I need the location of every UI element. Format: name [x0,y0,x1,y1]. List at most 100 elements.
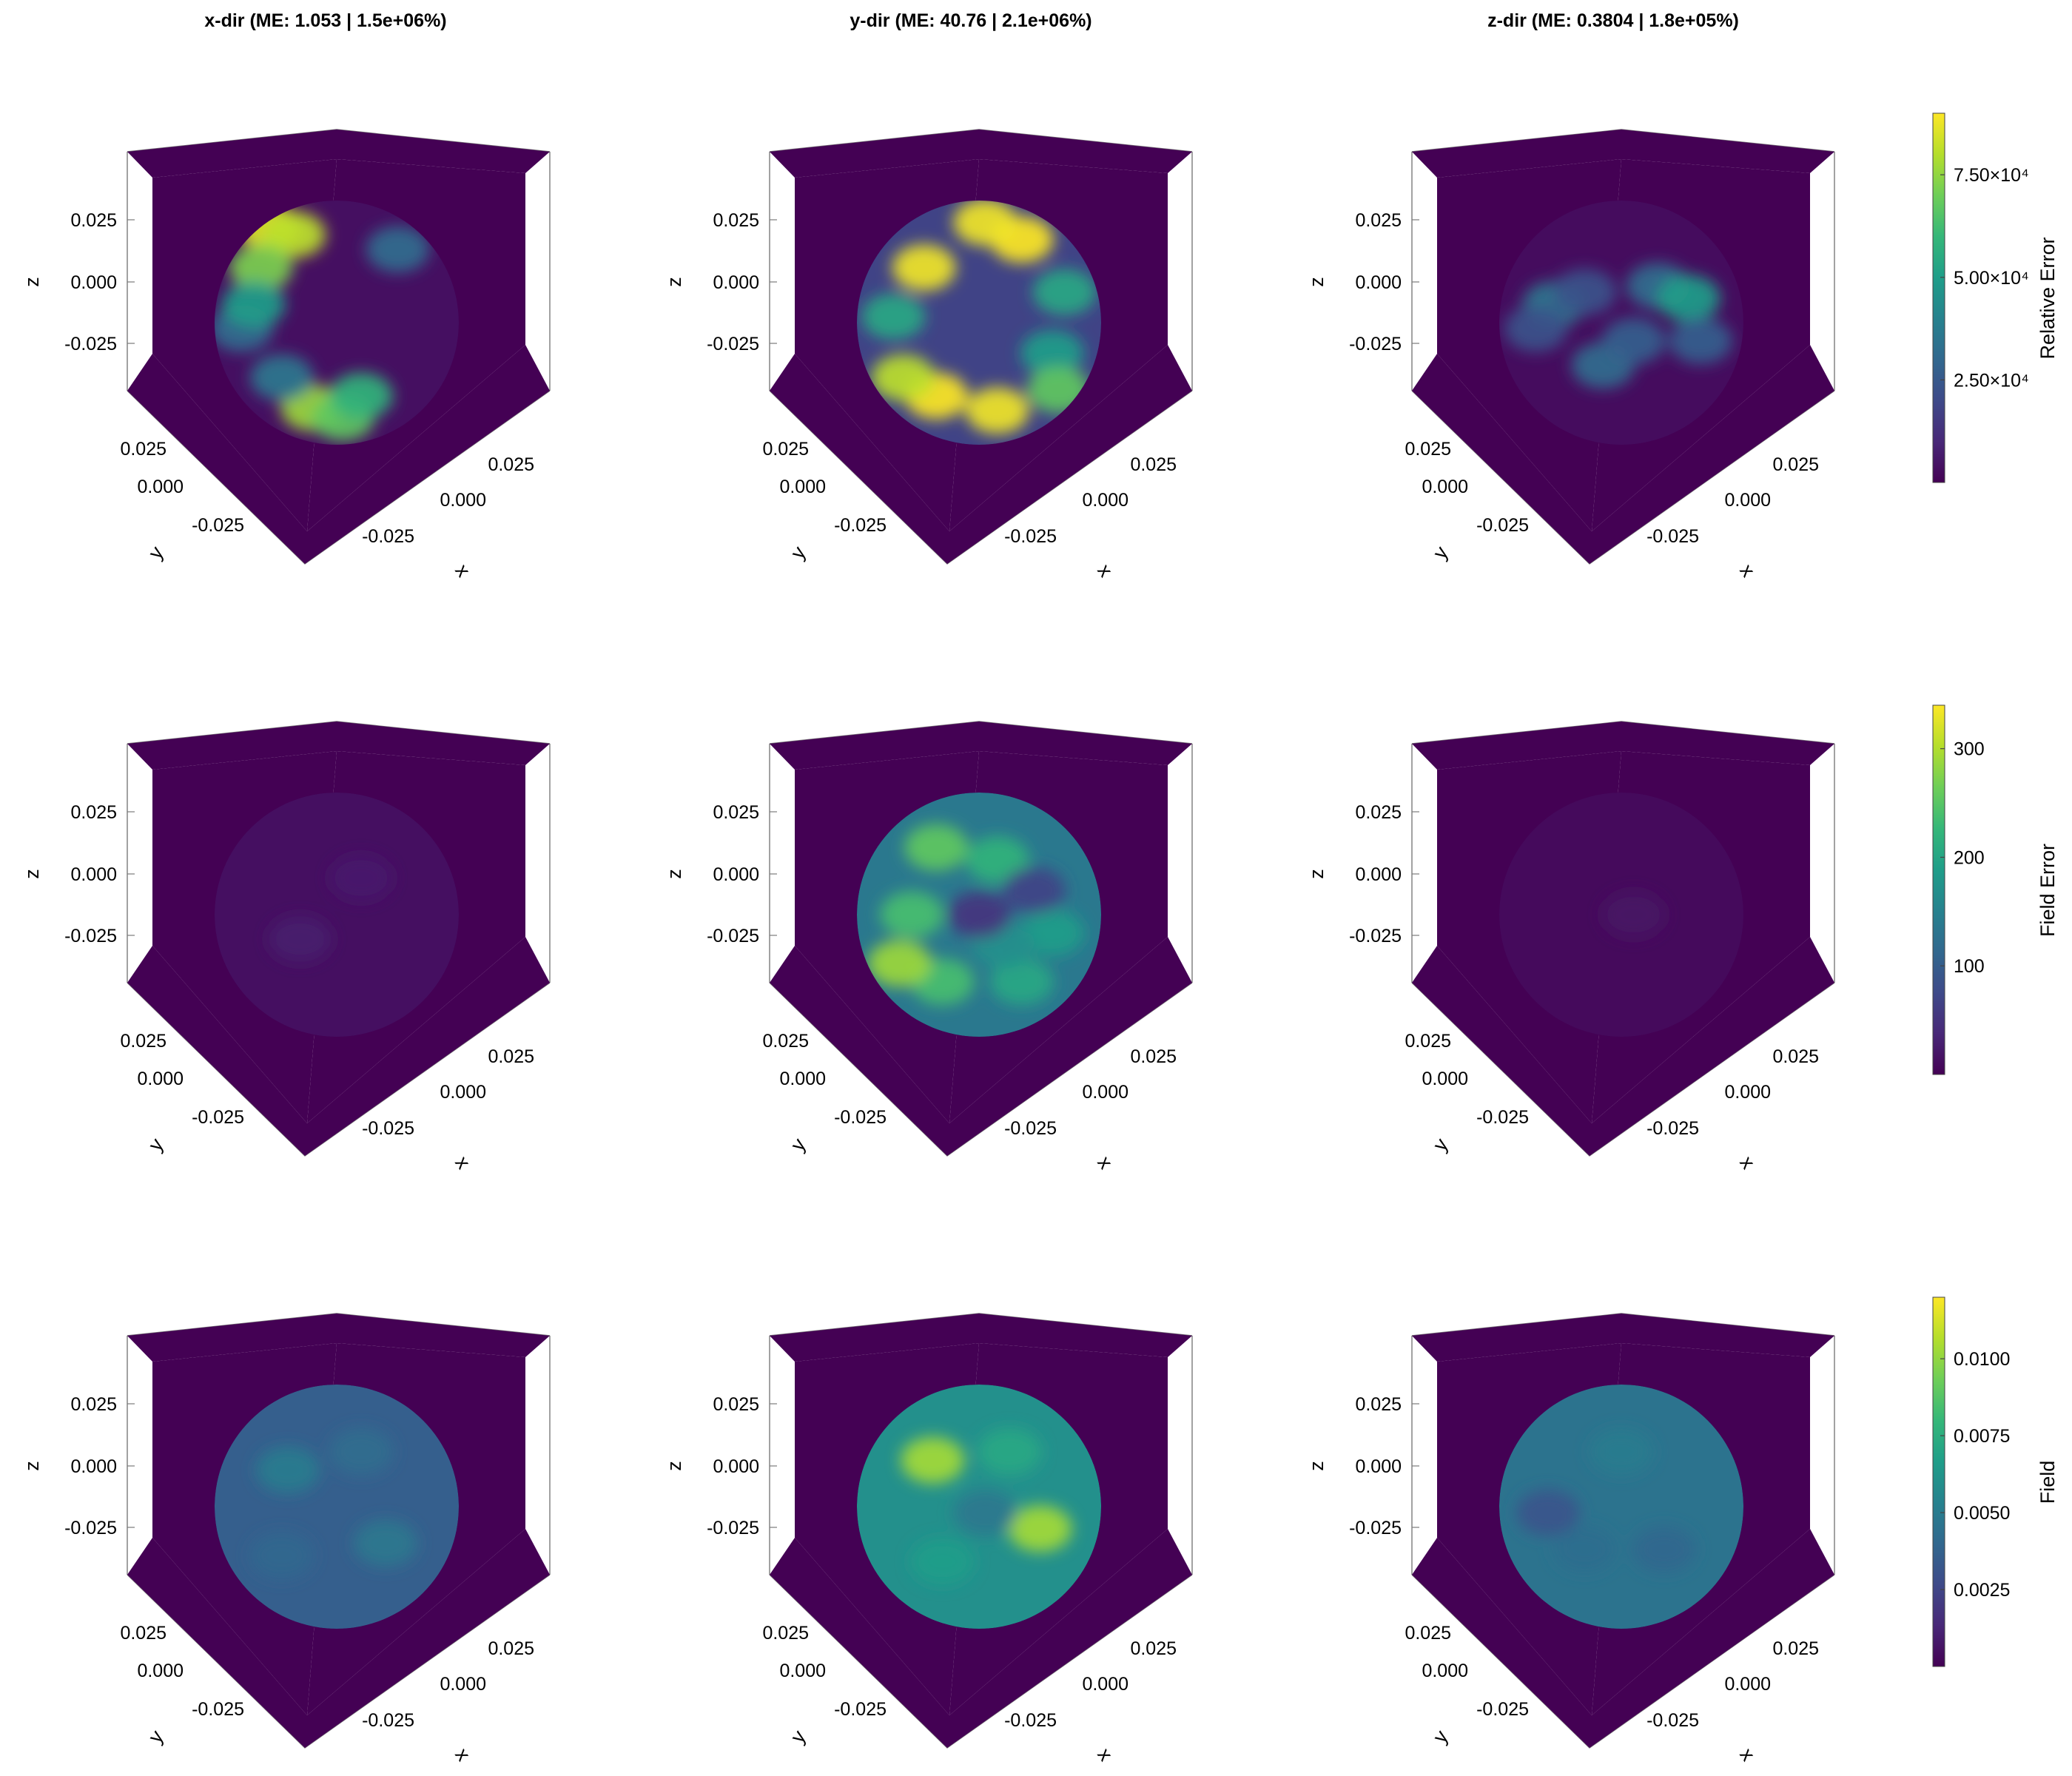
top-strip-right [337,130,550,173]
hotspot [354,1520,417,1567]
y-tick-label: -0.025 [1476,1107,1529,1128]
hotspot [1590,1428,1653,1476]
top-strip-left [770,1314,979,1362]
y-axis-label: y [786,1726,810,1747]
panel-relative-error-x-dir: 0.0250.000-0.025z0.0250.000-0.025y-0.025… [21,129,551,582]
y-axis-label: y [786,542,810,563]
top-strip-left [127,1314,337,1362]
floor-plane [127,1529,550,1748]
z-tick-label: 0.025 [70,210,117,231]
panel-field-z-dir: 0.0250.000-0.025z0.0250.000-0.025y-0.025… [1305,1313,1835,1766]
z-tick-label: 0.000 [1355,272,1402,293]
x-tick-label: 0.000 [1724,1082,1771,1103]
x-tick-label: 0.000 [1724,1674,1771,1695]
x-axis-label: x [1735,560,1760,582]
y-tick-label: -0.025 [192,1107,244,1128]
x-axis-label: x [1735,1744,1760,1766]
hotspot [978,1428,1042,1476]
x-axis-label: x [451,560,475,582]
panel-relative-error-z-dir: 0.0250.000-0.025z0.0250.000-0.025y-0.025… [1305,129,1835,582]
z-tick-label: -0.025 [64,1518,117,1538]
hotspot [901,1436,965,1484]
z-axis: 0.025 0.000 -0.025 z [1305,1394,1419,1538]
z-tick-label: 0.000 [1355,864,1402,885]
x-tick-label: 0.000 [1082,1674,1128,1695]
y-tick-label: -0.025 [834,1699,887,1720]
x-axis-label: x [451,1152,475,1174]
z-tick-label: -0.025 [707,334,759,354]
panel-relative-error-y-dir: 0.0250.000-0.025z0.0250.000-0.025y-0.025… [663,129,1193,582]
y-tick-label: 0.025 [120,1623,166,1644]
colorbar-tick-label: 300 [1954,739,1985,760]
x-axis-label: x [451,1744,475,1766]
hotspot [965,836,1029,884]
z-tick-label: -0.025 [707,1518,759,1538]
hotspot [1020,329,1084,377]
colorbar-field: 0.0025 0.0050 0.0075 0.0100 Field [1932,1296,2059,1667]
x-tick-label: 0.025 [1772,454,1819,475]
z-axis: 0.025 0.000 -0.025 z [663,210,777,354]
floor-plane [127,937,550,1156]
z-axis: 0.025 0.000 -0.025 z [663,802,777,946]
colorbar-tick-label: 0.0100 [1954,1349,2010,1370]
hotspot [329,372,393,420]
x-tick-label: -0.025 [362,526,414,547]
floor-plane [1412,937,1834,1156]
y-axis-label: y [144,1134,168,1155]
y-tick-label: 0.000 [137,1661,184,1681]
z-axis: 0.025 0.000 -0.025 z [1305,802,1419,946]
x-tick-label: -0.025 [362,1118,414,1139]
panel-field-error-x-dir: 0.0250.000-0.025z0.0250.000-0.025y-0.025… [21,721,551,1173]
x-tick-label: 0.025 [488,1638,534,1659]
x-tick-label: 0.000 [440,490,486,511]
x-tick-label: 0.000 [1082,1082,1128,1103]
y-tick-label: -0.025 [192,515,244,536]
x-axis-label: x [1093,560,1117,582]
z-axis-label: z [21,1461,43,1471]
z-tick-label: 0.025 [713,1394,759,1415]
colorbar-label: Field [2036,1461,2059,1504]
x-tick-label: -0.025 [1646,526,1699,547]
colorbar-tick-label: 100 [1954,956,1985,977]
x-tick-label: -0.025 [1004,526,1057,547]
hotspot [1669,317,1733,365]
hotspot [953,201,1018,246]
hotspot [366,226,430,273]
y-axis: 0.025 0.000 -0.025 y [762,1623,887,1747]
z-tick-label: 0.000 [713,1456,759,1477]
z-axis-label: z [1305,277,1328,287]
z-tick-label: -0.025 [1349,1518,1402,1538]
z-tick-label: 0.000 [713,864,759,885]
hotspot [329,1428,393,1476]
y-tick-label: 0.000 [1422,1661,1468,1681]
z-tick-label: 0.025 [713,210,759,231]
hotspot [329,855,393,901]
x-tick-label: -0.025 [1004,1710,1057,1731]
colorbar-field-error: 100 200 300 Field Error [1932,704,2059,1075]
sphere-volume [857,793,1101,1037]
x-tick-label: 0.000 [1082,490,1128,511]
z-axis: 0.025 0.000 -0.025 z [663,1394,777,1538]
x-tick-label: 0.000 [440,1674,486,1695]
top-strip-left [1412,1314,1621,1362]
y-axis: 0.025 0.000 -0.025 y [120,1031,244,1155]
hotspot [1008,1505,1072,1553]
y-axis: 0.025 0.000 -0.025 y [762,439,887,563]
y-tick-label: -0.025 [1476,515,1529,536]
hotspot [262,211,326,258]
panel-field-error-y-dir: 0.0250.000-0.025z0.0250.000-0.025y-0.025… [663,721,1193,1173]
y-tick-label: 0.025 [120,439,166,460]
y-tick-label: 0.025 [1405,1623,1451,1644]
hotspot [892,244,956,292]
top-strip-right [1621,1314,1834,1357]
sphere-volume [215,793,459,1037]
hotspot [953,1489,1018,1536]
x-tick-label: 0.000 [440,1082,486,1103]
x-axis-label: x [1093,1744,1117,1766]
y-tick-label: 0.000 [779,477,826,497]
z-axis: 0.025 0.000 -0.025 z [1305,210,1419,354]
y-tick-label: -0.025 [834,1107,887,1128]
colorbar-gradient [1932,112,1945,483]
